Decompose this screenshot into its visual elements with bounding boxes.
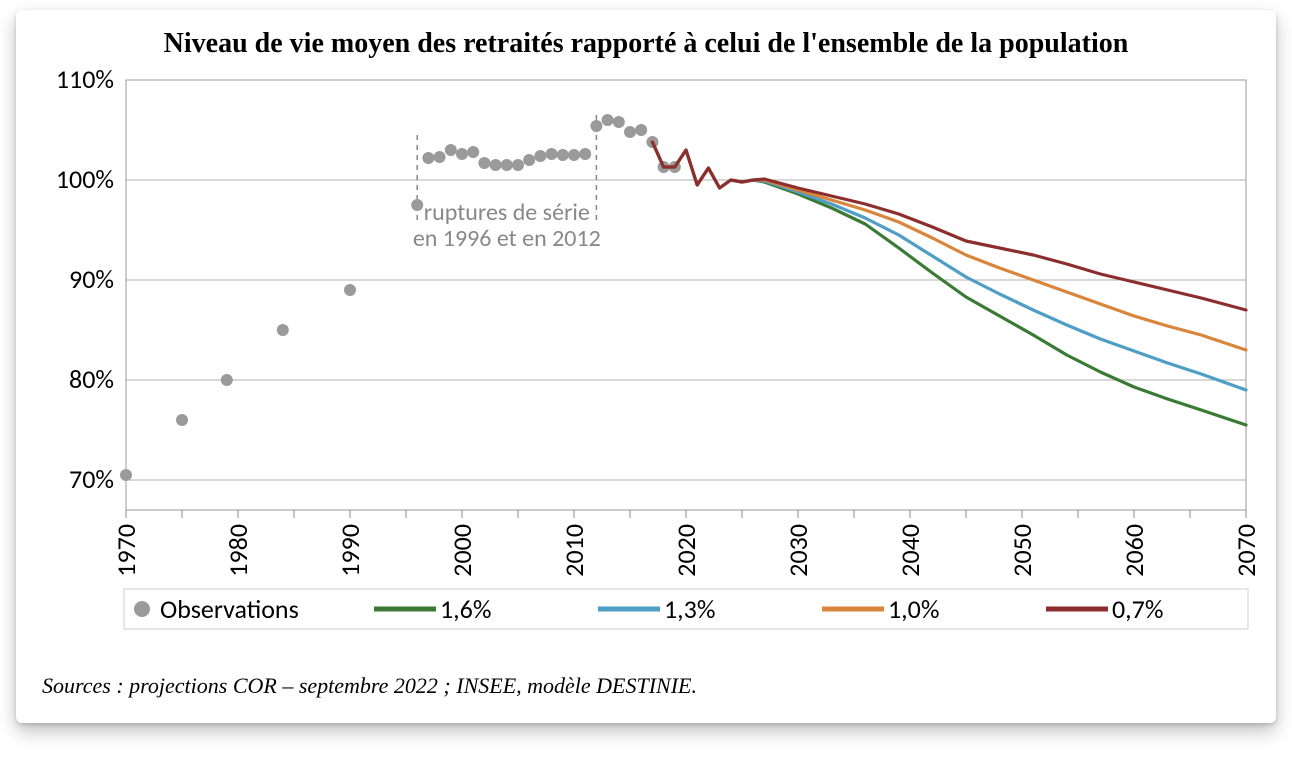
observation-point — [635, 124, 647, 136]
x-tick-label: 2020 — [670, 524, 702, 577]
legend-label-observations: Observations — [160, 593, 299, 625]
y-tick-label: 110% — [56, 70, 114, 95]
observation-point — [534, 150, 546, 162]
observation-point — [590, 120, 602, 132]
observation-point — [512, 159, 524, 171]
series-s13 — [652, 142, 1246, 390]
x-tick-label: 2070 — [1230, 524, 1256, 577]
y-tick-label: 70% — [69, 463, 114, 495]
observation-point — [501, 159, 513, 171]
observation-point — [478, 157, 490, 169]
observation-point — [602, 114, 614, 126]
chart-title: Niveau de vie moyen des retraités rappor… — [36, 28, 1256, 60]
x-tick-label: 2050 — [1006, 524, 1038, 577]
observation-point — [411, 199, 423, 211]
legend-label-s16: 1,6% — [440, 593, 491, 625]
series-s16 — [652, 142, 1246, 425]
annotation-text: en 1996 et en 2012 — [413, 224, 601, 253]
observation-point — [456, 148, 468, 160]
chart-container: 70% 80% 90% 100% 110% 1970 1980 1990 2000 2010 202… — [36, 70, 1256, 655]
observation-point — [422, 152, 434, 164]
x-tick-label: 2000 — [446, 524, 478, 577]
legend-label-s07: 0,7% — [1112, 593, 1163, 625]
legend-marker-observations — [134, 601, 150, 617]
observation-point — [624, 126, 636, 138]
observation-point — [277, 324, 289, 336]
x-tick-label: 2040 — [894, 524, 926, 577]
observation-point — [445, 144, 457, 156]
observation-point — [467, 146, 479, 158]
x-tick-label: 1970 — [110, 524, 142, 577]
observation-point — [546, 148, 558, 160]
observation-point — [221, 374, 233, 386]
y-tick-label: 80% — [69, 363, 114, 395]
observation-point — [434, 151, 446, 163]
x-tick-label: 2030 — [782, 524, 814, 577]
observation-point — [613, 116, 625, 128]
legend-label-s10: 1,0% — [888, 593, 939, 625]
x-tick-label: 2010 — [558, 524, 590, 577]
chart-source: Sources : projections COR – septembre 20… — [42, 673, 1256, 699]
observation-point — [568, 149, 580, 161]
series-s10 — [652, 142, 1246, 350]
observation-point — [120, 469, 132, 481]
observation-point — [344, 284, 356, 296]
observation-point — [523, 154, 535, 166]
observation-point — [176, 414, 188, 426]
chart-card: Niveau de vie moyen des retraités rappor… — [16, 10, 1276, 723]
annotation-text: ruptures de série — [424, 198, 590, 227]
x-tick-label: 2060 — [1118, 524, 1150, 577]
chart-svg: 70% 80% 90% 100% 110% 1970 1980 1990 2000 2010 202… — [36, 70, 1256, 650]
y-tick-label: 100% — [56, 163, 114, 195]
legend-label-s13: 1,3% — [664, 593, 715, 625]
observation-point — [579, 148, 591, 160]
observation-point — [490, 159, 502, 171]
y-tick-label: 90% — [69, 263, 114, 295]
observation-point — [557, 149, 569, 161]
x-tick-label: 1980 — [222, 524, 254, 577]
x-tick-label: 1990 — [334, 524, 366, 577]
